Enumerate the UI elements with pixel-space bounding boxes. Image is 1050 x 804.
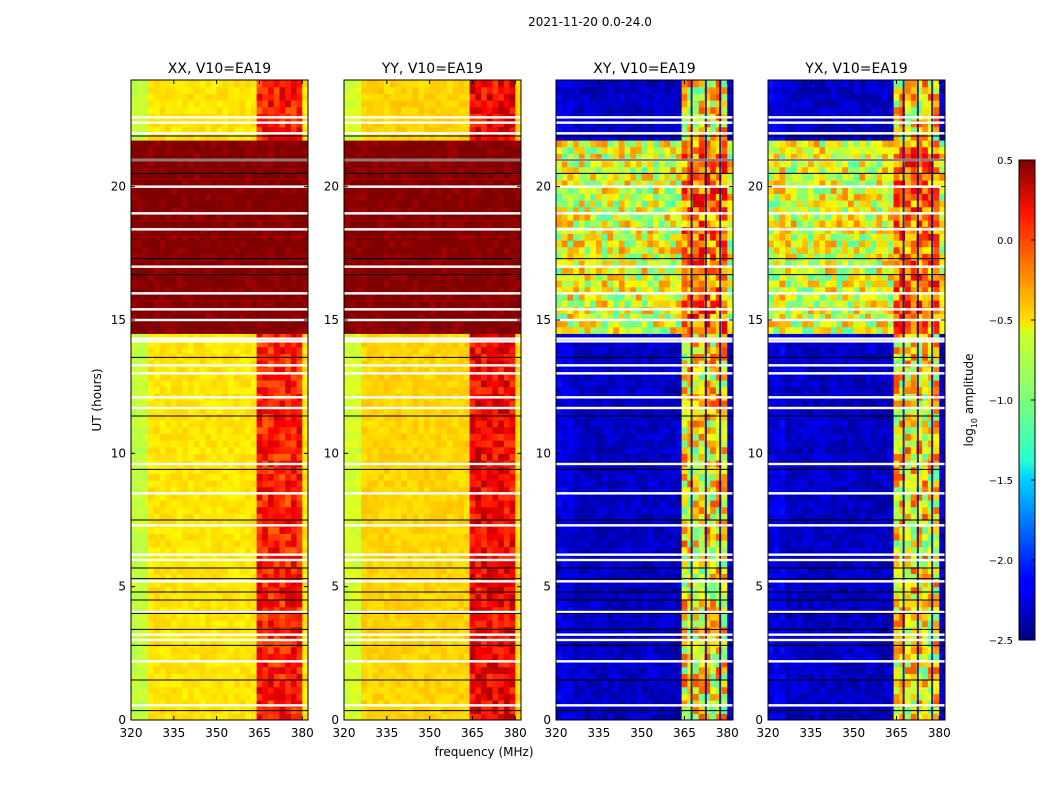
panel-xx: XX, V10=EA19 320 335 350 365 380 0 5 10 15 20 (111, 61, 314, 740)
y-tick-label: 15 (324, 313, 339, 327)
x-tick-label: 380 (504, 726, 527, 740)
x-tick-label: 365 (461, 726, 484, 740)
x-tick-label: 365 (248, 726, 271, 740)
y-tick-label: 5 (331, 580, 339, 594)
colorbar: 0.5 0.0 −0.5 −1.0 −1.5 −2.0 −2.5 (989, 156, 1035, 647)
heatmap-image (556, 80, 734, 721)
y-tick-label: 0 (118, 713, 126, 727)
colorbar-tick-label: −0.5 (989, 316, 1013, 327)
y-tick-label: 0 (755, 713, 763, 727)
colorbar-label: log10 amplitude (962, 354, 979, 447)
figure-suptitle: 2021-11-20 0.0-24.0 (0, 15, 1050, 29)
x-tick-label: 350 (205, 726, 228, 740)
panel-title: XY, V10=EA19 (593, 61, 695, 77)
x-tick-label: 365 (885, 726, 908, 740)
x-tick-label: 335 (587, 726, 610, 740)
x-axis-label: frequency (MHz) (434, 745, 533, 759)
y-tick-label: 10 (536, 446, 551, 460)
colorbar-tick-label: −1.0 (989, 396, 1013, 407)
x-tick-label: 320 (333, 726, 356, 740)
colorbar-tick-label: 0.5 (997, 156, 1013, 167)
panel-yy: YY, V10=EA19 320 335 350 365 380 0 5 10 15 20 (324, 61, 527, 740)
x-tick-label: 335 (162, 726, 185, 740)
x-tick-label: 320 (120, 726, 143, 740)
y-tick-label: 15 (536, 313, 551, 327)
heatmap-image (768, 80, 946, 721)
y-tick-label: 5 (543, 580, 551, 594)
heatmap-image (344, 80, 522, 721)
y-axis-label: UT (hours) (90, 368, 104, 431)
panel-xy: XY, V10=EA19 320 335 350 365 380 0 5 10 15 20 (536, 61, 739, 740)
x-tick-label: 380 (716, 726, 739, 740)
colorbar-tick-label: −2.5 (989, 636, 1013, 647)
heatmap-image (131, 80, 309, 721)
panel-title: YX, V10=EA19 (804, 61, 907, 77)
y-tick-label: 15 (748, 313, 763, 327)
x-tick-label: 365 (673, 726, 696, 740)
y-tick-label: 20 (748, 180, 763, 194)
panel-yx: YX, V10=EA19 320 335 350 365 380 0 5 10 15 20 (748, 61, 951, 740)
x-tick-label: 380 (928, 726, 951, 740)
x-tick-label: 350 (842, 726, 865, 740)
y-tick-label: 10 (748, 446, 763, 460)
x-tick-label: 380 (291, 726, 314, 740)
panel-title: YY, V10=EA19 (381, 61, 483, 77)
x-tick-label: 350 (418, 726, 441, 740)
x-tick-label: 320 (545, 726, 568, 740)
x-tick-label: 320 (757, 726, 780, 740)
y-tick-label: 20 (324, 180, 339, 194)
colorbar-tick-label: 0.0 (997, 236, 1013, 247)
colorbar-tick-label: −1.5 (989, 476, 1013, 487)
x-tick-label: 335 (375, 726, 398, 740)
x-tick-label: 335 (799, 726, 822, 740)
colorbar-tick-label: −2.0 (989, 556, 1013, 567)
x-tick-label: 350 (630, 726, 653, 740)
y-tick-label: 10 (324, 446, 339, 460)
y-tick-label: 15 (111, 313, 126, 327)
y-tick-label: 0 (331, 713, 339, 727)
y-tick-label: 20 (111, 180, 126, 194)
y-tick-label: 5 (118, 580, 126, 594)
y-tick-label: 20 (536, 180, 551, 194)
y-tick-label: 10 (111, 446, 126, 460)
y-tick-label: 5 (755, 580, 763, 594)
panel-title: XX, V10=EA19 (168, 61, 271, 77)
y-tick-label: 0 (543, 713, 551, 727)
